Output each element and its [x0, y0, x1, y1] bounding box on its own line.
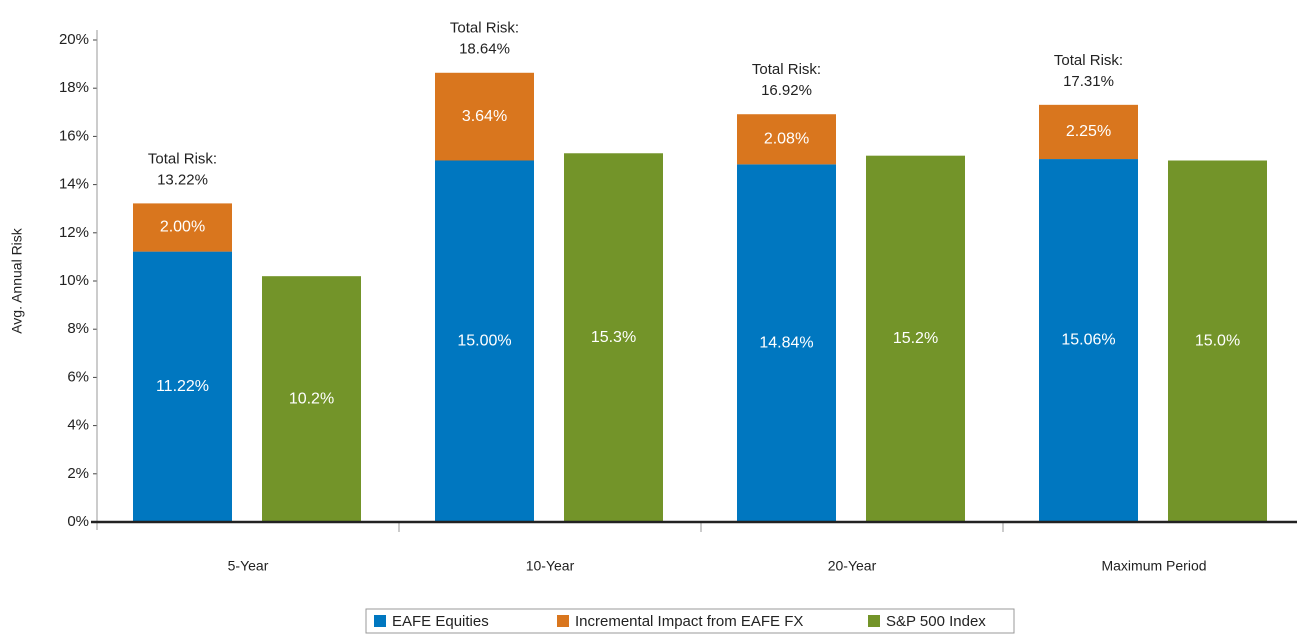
total-annotation: Total Risk:	[752, 61, 821, 78]
total-annotation: Total Risk:	[1054, 52, 1123, 69]
y-tick-label: 14%	[59, 176, 89, 193]
value-label: 15.3%	[591, 329, 636, 346]
legend-swatch	[557, 615, 569, 627]
y-tick-label: 0%	[67, 513, 89, 530]
value-label: 3.64%	[462, 108, 507, 125]
y-tick-label: 20%	[59, 31, 89, 48]
total-annotation: Total Risk:	[450, 20, 519, 37]
x-tick-label: 20-Year	[828, 558, 877, 574]
y-tick-label: 16%	[59, 127, 89, 144]
y-tick-label: 8%	[67, 320, 89, 337]
x-tick-label: 10-Year	[526, 558, 575, 574]
value-label: 10.2%	[289, 390, 334, 407]
total-annotation: 13.22%	[157, 171, 208, 188]
bar-segment	[866, 155, 965, 522]
value-label: 15.2%	[893, 330, 938, 347]
y-tick-label: 6%	[67, 368, 89, 385]
legend-box	[365, 608, 1015, 634]
bar-segment	[435, 72, 534, 161]
bar-segment	[737, 164, 836, 522]
value-label: 14.84%	[759, 334, 813, 351]
y-axis-label: Avg. Annual Risk	[9, 227, 25, 334]
value-label: 2.25%	[1066, 123, 1111, 140]
bar-segment	[737, 114, 836, 165]
bar-segment	[1039, 159, 1138, 522]
y-tick-label: 4%	[67, 417, 89, 434]
legend-swatch	[868, 615, 880, 627]
legend-label: Incremental Impact from EAFE FX	[575, 613, 803, 630]
bar-segment	[1168, 160, 1267, 522]
legend-label: EAFE Equities	[392, 613, 489, 630]
total-annotation: 17.31%	[1063, 73, 1114, 90]
value-label: 11.22%	[156, 378, 209, 395]
y-tick-label: 12%	[59, 224, 89, 241]
bar-segment	[133, 203, 232, 252]
bar-segment	[1039, 104, 1138, 160]
total-annotation: Total Risk:	[148, 150, 217, 167]
value-label: 15.06%	[1061, 332, 1115, 349]
value-label: 2.08%	[764, 131, 809, 148]
total-annotation: 16.92%	[761, 82, 812, 99]
value-label: 15.0%	[1195, 332, 1240, 349]
bar-segment	[133, 251, 232, 522]
y-tick-label: 10%	[59, 272, 89, 289]
y-tick-label: 18%	[59, 79, 89, 96]
legend-swatch	[374, 615, 386, 627]
x-tick-label: Maximum Period	[1101, 558, 1206, 574]
bar-segment	[435, 160, 534, 522]
value-label: 2.00%	[160, 219, 205, 236]
total-annotation: 18.64%	[459, 41, 510, 58]
y-tick-label: 2%	[67, 465, 89, 482]
bar-segment	[564, 153, 663, 522]
legend-label: S&P 500 Index	[886, 613, 986, 630]
x-tick-label: 5-Year	[228, 558, 269, 574]
value-label: 15.00%	[457, 332, 511, 349]
bar-segment	[262, 276, 361, 522]
